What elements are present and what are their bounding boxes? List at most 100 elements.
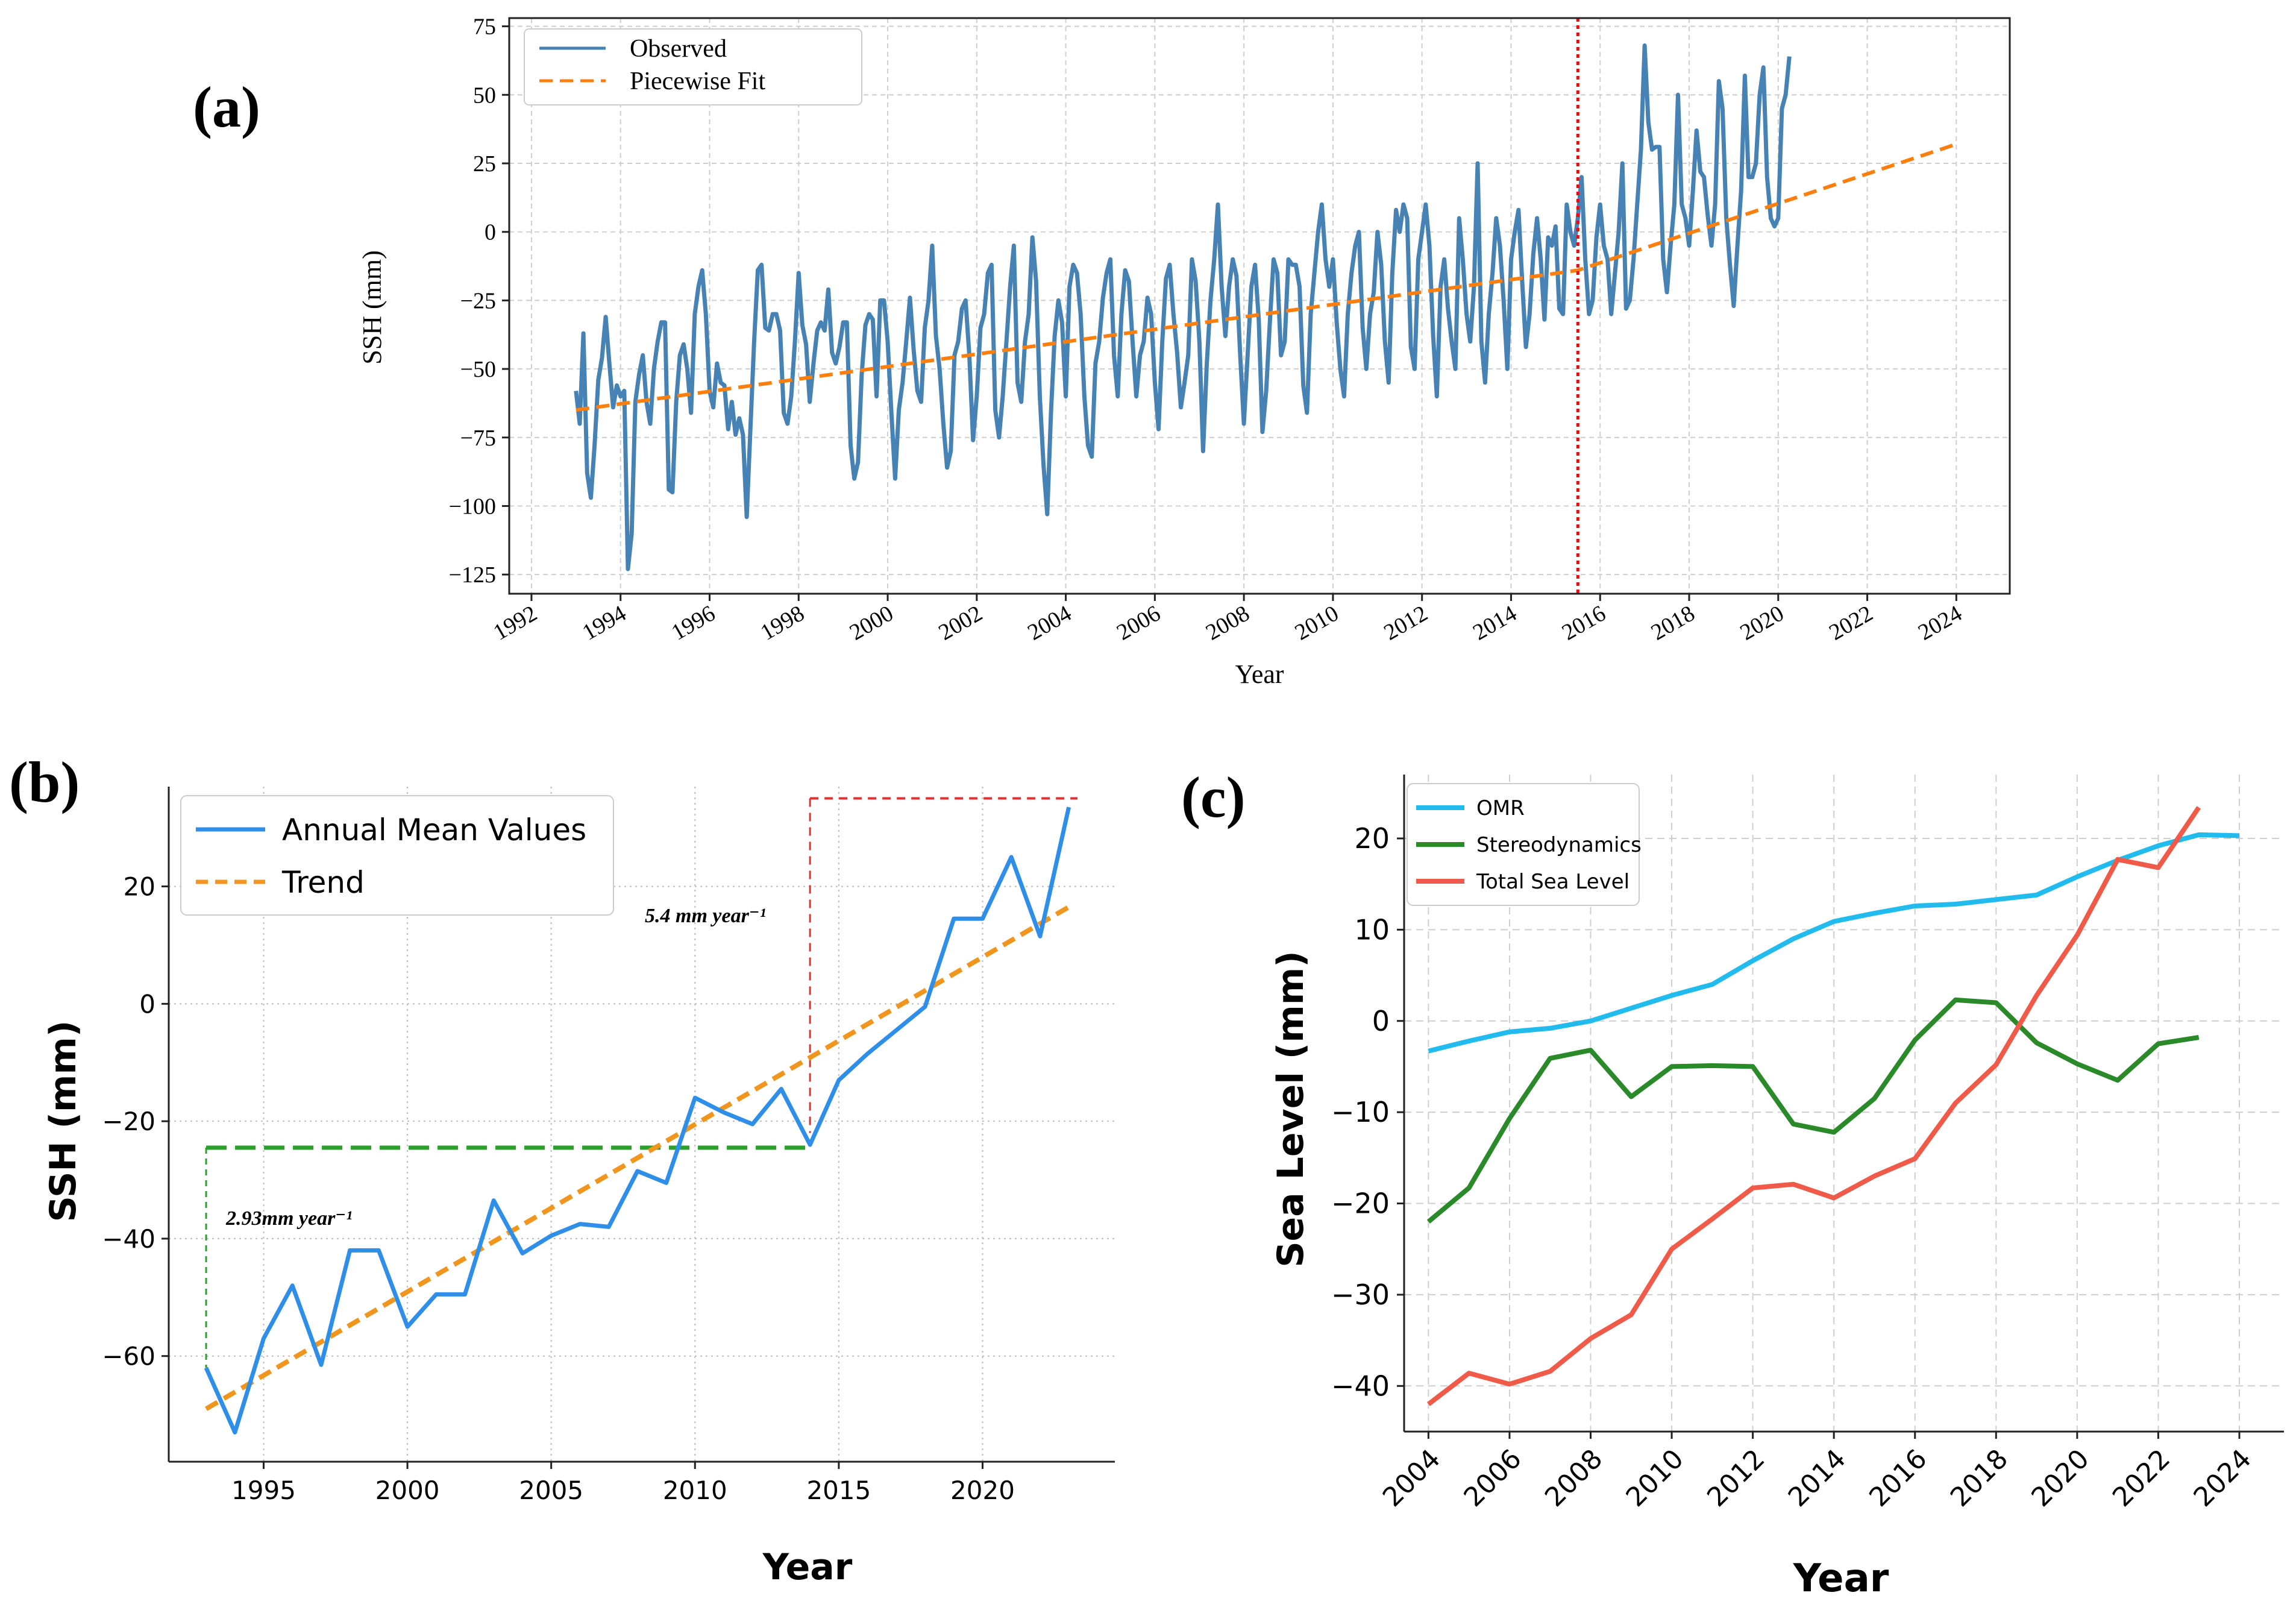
panel-c-series bbox=[1426, 806, 2240, 1406]
panel-b-label: (b) bbox=[9, 750, 80, 814]
a-y-tick-label: 75 bbox=[473, 14, 496, 40]
panel-c-y-ticks: 20 10 0 −10 −20 −30 −40 bbox=[1331, 822, 1404, 1402]
a-x-tick-label: 2020 bbox=[1736, 600, 1788, 645]
panel-b-rate1-annotation: 2.93mm year⁻¹ bbox=[225, 1207, 352, 1230]
c-x-tick-label: 2024 bbox=[2188, 1444, 2257, 1513]
stereodynamics-line bbox=[1426, 997, 2200, 1224]
panel-c: (c) 2004 2006 2008 2010 2012 2014 2016 2018 2020… bbox=[1181, 765, 2284, 1601]
legend-omr-label: OMR bbox=[1476, 796, 1525, 820]
panel-b-guides bbox=[205, 797, 1077, 1368]
a-x-tick-label: 2016 bbox=[1558, 600, 1610, 645]
observed-series-line bbox=[574, 43, 1792, 571]
c-y-tick-label: 20 bbox=[1354, 822, 1390, 855]
panel-c-y-label: Sea Level (mm) bbox=[1270, 951, 1312, 1267]
c-y-tick-label: −20 bbox=[1331, 1187, 1390, 1220]
panel-a-y-label: SSH (mm) bbox=[357, 250, 387, 364]
a-y-tick-label: −75 bbox=[460, 426, 496, 451]
panel-a-legend-box bbox=[524, 28, 862, 105]
a-x-tick-label: 2000 bbox=[845, 600, 898, 645]
a-x-tick-label: 1994 bbox=[578, 600, 630, 645]
panel-a-series bbox=[574, 18, 1957, 594]
panel-b-series bbox=[204, 807, 1071, 1435]
a-x-tick-label: 2014 bbox=[1469, 600, 1521, 645]
c-x-tick-label: 2006 bbox=[1458, 1444, 1527, 1513]
panel-a-axes-frame bbox=[508, 17, 2011, 595]
legend-piecewise-label: Piecewise Fit bbox=[630, 68, 765, 95]
b-x-tick-label: 2015 bbox=[806, 1476, 871, 1505]
a-x-tick-label: 2018 bbox=[1647, 600, 1699, 645]
c-y-tick-label: −30 bbox=[1331, 1278, 1390, 1311]
a-y-tick-label: −50 bbox=[460, 357, 496, 382]
panel-c-x-label: Year bbox=[1793, 1556, 1889, 1601]
a-x-tick-label: 2022 bbox=[1825, 600, 1877, 645]
b-x-tick-label: 2010 bbox=[663, 1476, 727, 1505]
b-y-tick-label: 20 bbox=[124, 872, 155, 902]
panel-b-legend-box bbox=[180, 795, 614, 916]
panel-a-x-label: Year bbox=[1235, 659, 1284, 689]
c-y-tick-label: −40 bbox=[1331, 1369, 1390, 1402]
a-x-tick-label: 1992 bbox=[489, 600, 542, 645]
a-x-tick-label: 2002 bbox=[934, 600, 986, 645]
legend-observed-label: Observed bbox=[630, 35, 727, 63]
panel-b: (b) 1995 2000 2005 2010 2015 2020 20 0 −20 −40 −6… bbox=[9, 750, 1115, 1588]
panel-b-y-label: SSH (mm) bbox=[42, 1020, 84, 1222]
total-sea-level-line bbox=[1426, 806, 2201, 1406]
panel-a-label: (a) bbox=[193, 75, 260, 139]
panel-b-x-label: Year bbox=[762, 1546, 853, 1588]
a-y-tick-label: 50 bbox=[473, 83, 496, 108]
panel-c-x-ticks: 2004 2006 2008 2010 2012 2014 2016 2018 2020 2022… bbox=[1377, 1432, 2257, 1513]
panel-a-legend: Observed Piecewise Fit bbox=[524, 28, 862, 105]
panel-b-y-ticks: 20 0 −20 −40 −60 bbox=[102, 872, 169, 1371]
c-x-tick-label: 2008 bbox=[1539, 1444, 1608, 1513]
c-x-tick-label: 2014 bbox=[1783, 1444, 1852, 1513]
a-y-tick-label: −25 bbox=[460, 288, 496, 313]
a-x-tick-label: 2008 bbox=[1202, 600, 1254, 645]
panel-c-legend-box bbox=[1407, 783, 1640, 906]
panel-c-spines bbox=[1403, 775, 2284, 1433]
c-x-tick-label: 2010 bbox=[1620, 1444, 1690, 1513]
a-y-tick-label: −125 bbox=[449, 562, 496, 588]
a-y-tick-label: −100 bbox=[449, 494, 496, 519]
panel-a: (a) 1992 1994 1996 1998 2000 2002 2004 2006 2008… bbox=[193, 14, 2011, 689]
a-x-tick-label: 1998 bbox=[756, 600, 809, 645]
panel-c-legend: OMR Stereodynamics Total Sea Level bbox=[1407, 783, 1642, 906]
b-y-tick-label: −20 bbox=[102, 1107, 155, 1136]
c-x-tick-label: 2020 bbox=[2025, 1444, 2095, 1513]
c-x-tick-label: 2004 bbox=[1377, 1444, 1446, 1513]
legend-stereo-label: Stereodynamics bbox=[1476, 833, 1642, 857]
a-y-tick-label: 0 bbox=[485, 220, 496, 245]
c-x-tick-label: 2018 bbox=[1945, 1444, 2014, 1513]
a-y-tick-label: 25 bbox=[473, 151, 496, 177]
panel-b-grid bbox=[169, 787, 1115, 1462]
c-y-tick-label: 0 bbox=[1372, 1005, 1390, 1037]
a-x-tick-label: 1996 bbox=[667, 600, 720, 645]
b-y-tick-label: −40 bbox=[102, 1224, 155, 1254]
panel-c-label: (c) bbox=[1181, 765, 1246, 829]
c-x-tick-label: 2016 bbox=[1863, 1444, 1933, 1513]
b-x-tick-label: 2000 bbox=[375, 1476, 440, 1505]
a-x-tick-label: 2024 bbox=[1914, 600, 1966, 645]
panel-b-x-ticks: 1995 2000 2005 2010 2015 2020 bbox=[231, 1462, 1015, 1505]
panel-b-spines bbox=[168, 787, 1115, 1463]
omr-line bbox=[1428, 832, 2240, 1054]
b-x-tick-label: 1995 bbox=[231, 1476, 296, 1505]
b-x-tick-label: 2005 bbox=[519, 1476, 583, 1505]
a-x-tick-label: 2006 bbox=[1112, 600, 1165, 645]
panel-b-legend: Annual Mean Values Trend bbox=[180, 795, 614, 916]
b-y-tick-label: 0 bbox=[139, 989, 155, 1019]
legend-annual-label: Annual Mean Values bbox=[282, 813, 586, 847]
a-x-tick-label: 2004 bbox=[1023, 600, 1076, 645]
a-x-tick-label: 2010 bbox=[1291, 600, 1343, 645]
c-x-tick-label: 2022 bbox=[2107, 1444, 2176, 1513]
panel-a-y-ticks: 75 50 25 0 −25 −50 −75 −100 −125 bbox=[449, 14, 509, 588]
c-y-tick-label: 10 bbox=[1354, 913, 1390, 946]
annual-mean-line bbox=[204, 807, 1071, 1435]
a-x-tick-label: 2012 bbox=[1379, 600, 1432, 645]
legend-trend-label: Trend bbox=[281, 865, 365, 900]
panel-b-rate2-annotation: 5.4 mm year⁻¹ bbox=[645, 905, 766, 927]
piecewise-fit-line bbox=[576, 142, 1957, 412]
c-y-tick-label: −10 bbox=[1331, 1096, 1390, 1128]
legend-total-label: Total Sea Level bbox=[1476, 870, 1629, 894]
trend-line bbox=[204, 905, 1070, 1411]
